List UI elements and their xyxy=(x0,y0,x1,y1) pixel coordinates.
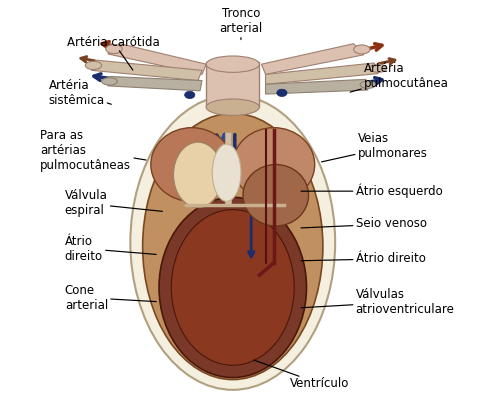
Text: Átrio
direito: Átrio direito xyxy=(65,235,156,263)
Text: Para as
artérias
pulmocutâneas: Para as artérias pulmocutâneas xyxy=(40,129,146,172)
Ellipse shape xyxy=(354,45,370,54)
Text: Cone
arterial: Cone arterial xyxy=(65,284,156,312)
Ellipse shape xyxy=(102,78,117,85)
Polygon shape xyxy=(108,76,202,91)
Ellipse shape xyxy=(106,44,122,53)
Polygon shape xyxy=(206,62,260,107)
Text: Tronco
arterial: Tronco arterial xyxy=(219,7,262,39)
Text: Artéria carótida: Artéria carótida xyxy=(67,35,159,70)
Polygon shape xyxy=(91,60,202,81)
Ellipse shape xyxy=(206,56,260,72)
Ellipse shape xyxy=(370,64,386,72)
Polygon shape xyxy=(108,44,206,74)
Text: Artéria
pulmocutânea: Artéria pulmocutânea xyxy=(350,62,449,92)
Ellipse shape xyxy=(86,61,102,69)
Text: Válvulas
atrioventriculare: Válvulas atrioventriculare xyxy=(301,288,454,316)
Ellipse shape xyxy=(143,113,323,380)
Text: Artéria
sistêmica: Artéria sistêmica xyxy=(49,79,111,107)
Polygon shape xyxy=(225,132,231,206)
Polygon shape xyxy=(265,79,368,94)
Text: Átrio esquerdo: Átrio esquerdo xyxy=(301,184,442,199)
Ellipse shape xyxy=(159,197,307,378)
Ellipse shape xyxy=(151,128,233,201)
Ellipse shape xyxy=(233,128,314,201)
Text: Átrio direito: Átrio direito xyxy=(301,252,426,265)
Polygon shape xyxy=(265,63,378,84)
Ellipse shape xyxy=(206,99,260,115)
Ellipse shape xyxy=(172,210,294,365)
Ellipse shape xyxy=(360,81,376,88)
Ellipse shape xyxy=(212,144,241,201)
Text: Veias
pulmonares: Veias pulmonares xyxy=(321,132,428,162)
Ellipse shape xyxy=(174,142,223,208)
Text: Seio venoso: Seio venoso xyxy=(301,217,427,231)
Text: Ventrículo: Ventrículo xyxy=(254,360,349,390)
Ellipse shape xyxy=(130,95,335,390)
Text: Válvula
espiral: Válvula espiral xyxy=(65,189,162,217)
Ellipse shape xyxy=(277,89,287,97)
Polygon shape xyxy=(261,44,364,74)
Ellipse shape xyxy=(185,91,195,99)
Ellipse shape xyxy=(243,164,309,226)
